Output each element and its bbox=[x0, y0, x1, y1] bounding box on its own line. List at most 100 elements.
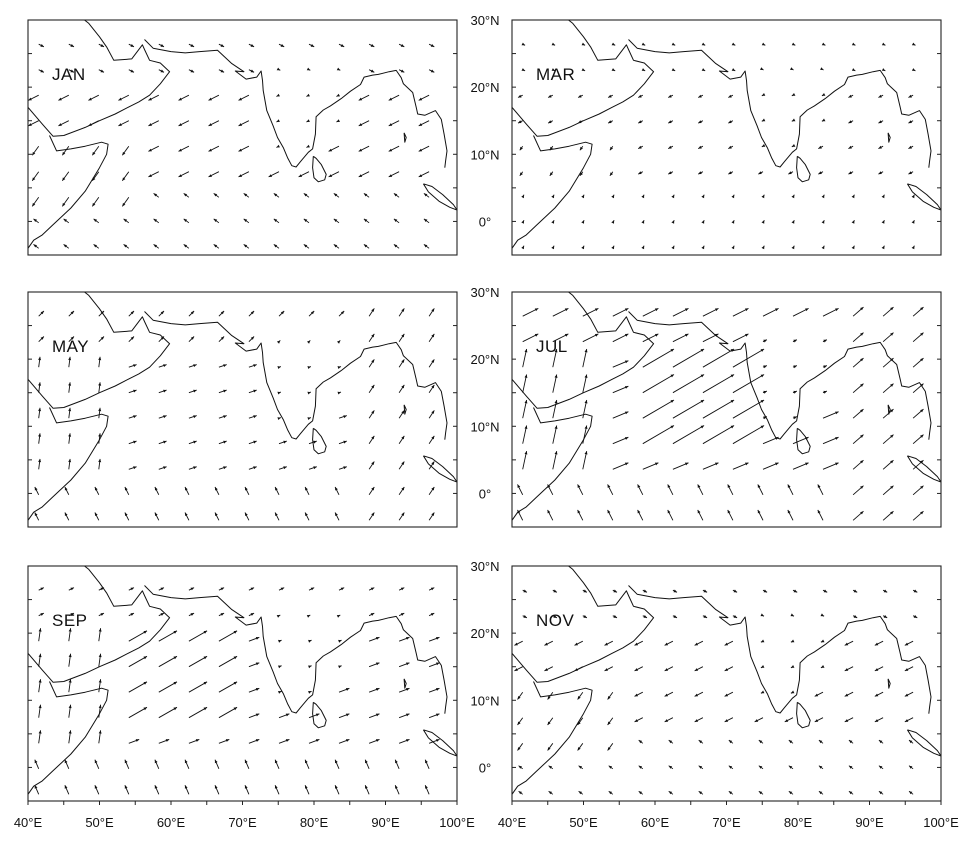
wind-vector bbox=[702, 615, 708, 619]
lat-label: 30°N bbox=[470, 285, 499, 300]
wind-vector bbox=[188, 440, 197, 445]
wind-vector bbox=[153, 193, 160, 198]
wind-vector bbox=[393, 218, 400, 224]
wind-vector bbox=[641, 245, 645, 250]
wind-vector bbox=[188, 69, 195, 73]
wind-vector bbox=[821, 118, 826, 122]
wind-vector bbox=[514, 640, 523, 646]
wind-vector bbox=[912, 357, 924, 368]
wind-vector bbox=[792, 390, 798, 394]
wind-vector bbox=[218, 336, 225, 343]
wind-vector bbox=[698, 94, 704, 98]
wind-vector bbox=[754, 717, 764, 723]
wind-vector bbox=[368, 308, 375, 317]
panel-map-area bbox=[512, 292, 941, 521]
wind-vector bbox=[178, 171, 190, 178]
wind-vector bbox=[852, 357, 864, 368]
wind-vector bbox=[817, 484, 824, 496]
wind-vector bbox=[428, 359, 435, 368]
wind-vector bbox=[428, 636, 440, 642]
wind-vector bbox=[154, 486, 160, 496]
wind-vector bbox=[213, 193, 220, 198]
wind-vector bbox=[336, 93, 340, 97]
wind-vector bbox=[93, 244, 100, 249]
wind-vector bbox=[908, 120, 914, 124]
wind-vector bbox=[358, 94, 370, 101]
wind-vector bbox=[818, 145, 824, 150]
wind-vector bbox=[368, 435, 375, 444]
wind-vector bbox=[368, 738, 380, 744]
wind-vector bbox=[912, 510, 924, 521]
wind-vector bbox=[732, 462, 749, 470]
wind-vector bbox=[517, 94, 523, 98]
wind-vector bbox=[244, 759, 250, 769]
wind-vector bbox=[852, 434, 864, 445]
wind-vector bbox=[98, 336, 105, 343]
wind-vector bbox=[276, 340, 281, 344]
coastline-2 bbox=[28, 681, 109, 795]
wind-vector bbox=[328, 145, 340, 152]
wind-vector bbox=[664, 640, 674, 646]
wind-vector bbox=[334, 486, 340, 496]
wind-vector bbox=[574, 640, 584, 646]
wind-vector bbox=[393, 193, 400, 198]
wind-vector bbox=[68, 43, 75, 48]
wind-vector bbox=[368, 587, 375, 591]
wind-vector bbox=[667, 509, 674, 521]
wind-vector bbox=[98, 310, 105, 317]
wind-vector bbox=[128, 706, 148, 719]
coastline-5 bbox=[887, 404, 891, 415]
wind-vector bbox=[761, 118, 766, 122]
wind-vector bbox=[517, 484, 524, 496]
wind-vector bbox=[672, 307, 689, 317]
coastline-1 bbox=[144, 311, 448, 440]
wind-vector bbox=[98, 407, 102, 419]
wind-vector bbox=[248, 336, 255, 343]
wind-vector bbox=[637, 509, 644, 521]
lon-label: 70°E bbox=[228, 815, 257, 830]
wind-vector bbox=[208, 145, 220, 152]
coastline-5 bbox=[887, 678, 891, 689]
axis-layer: 30°N 20°N 10°N 0° 30°N 20°N 10°N 0° 30°N 20°N 10°N… bbox=[14, 13, 959, 830]
panel-frame bbox=[511, 565, 942, 802]
wind-vector bbox=[423, 193, 430, 198]
wind-vector bbox=[306, 144, 310, 148]
wind-vector bbox=[218, 655, 238, 668]
wind-vector bbox=[98, 382, 102, 393]
wind-vector bbox=[148, 94, 160, 101]
wind-vector bbox=[818, 765, 824, 770]
wind-vector bbox=[731, 194, 735, 199]
wind-vector bbox=[848, 120, 854, 124]
wind-vector bbox=[398, 384, 405, 393]
wind-vector bbox=[388, 120, 400, 127]
coastline-1 bbox=[628, 311, 932, 440]
wind-vector bbox=[428, 587, 435, 591]
wind-vector bbox=[582, 333, 599, 343]
wind-vector bbox=[612, 462, 629, 470]
wind-vector bbox=[544, 666, 554, 672]
wind-vector bbox=[208, 171, 220, 178]
wind-vector bbox=[757, 509, 764, 521]
wind-vector bbox=[121, 197, 130, 207]
wind-vector bbox=[64, 512, 70, 521]
wind-vector bbox=[38, 679, 42, 693]
wind-vector bbox=[243, 218, 250, 224]
wind-vector bbox=[517, 743, 524, 751]
lat-label: 20°N bbox=[470, 626, 499, 641]
panel-jan: JAN bbox=[27, 19, 458, 256]
wind-vector bbox=[790, 690, 795, 694]
wind-vector bbox=[188, 336, 195, 343]
lon-label: 80°E bbox=[300, 815, 329, 830]
wind-vector bbox=[851, 245, 855, 250]
panel-map-area bbox=[28, 566, 457, 795]
wind-vector bbox=[248, 687, 260, 693]
wind-vector bbox=[183, 218, 190, 224]
wind-vector bbox=[760, 665, 765, 669]
wind-vector bbox=[188, 612, 195, 617]
wind-vector bbox=[358, 145, 370, 152]
wind-vector bbox=[552, 374, 558, 393]
wind-vector bbox=[188, 681, 208, 693]
wind-vector bbox=[303, 193, 310, 198]
wind-vector bbox=[844, 640, 854, 646]
wind-vector bbox=[368, 359, 375, 368]
